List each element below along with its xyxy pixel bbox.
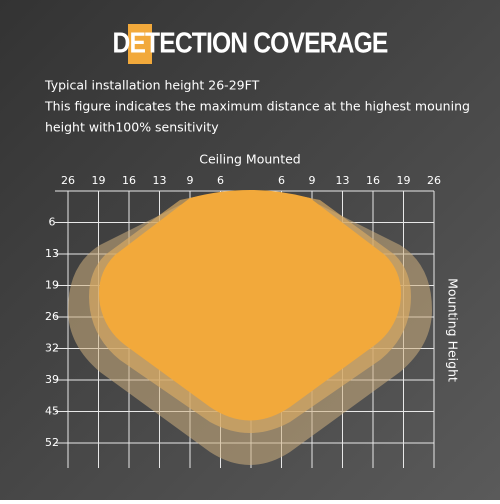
left-tick-label: 39 <box>45 373 59 386</box>
top-tick-label: 9 <box>187 174 194 187</box>
top-tick-label: 13 <box>336 174 350 187</box>
top-label: Ceiling Mounted <box>199 152 300 167</box>
left-tick-label: 19 <box>45 279 59 292</box>
title-accent <box>128 24 152 64</box>
info-line: height with100% sensitivity <box>45 120 219 135</box>
top-tick-label: 26 <box>427 174 441 187</box>
left-tick-label: 26 <box>45 310 59 323</box>
left-tick-label: 52 <box>45 436 59 449</box>
info-line: This figure indicates the maximum distan… <box>44 99 470 114</box>
side-label: Mounting Height <box>446 278 461 382</box>
top-tick-label: 26 <box>61 174 75 187</box>
left-tick-label: 13 <box>45 247 59 260</box>
inner-coverage <box>99 190 401 421</box>
top-tick-label: 6 <box>217 174 224 187</box>
left-tick-label: 32 <box>45 342 59 355</box>
top-tick-label: 13 <box>153 174 167 187</box>
top-tick-label: 9 <box>309 174 316 187</box>
top-tick-label: 16 <box>366 174 380 187</box>
top-tick-label: 19 <box>397 174 411 187</box>
info-line: Typical installation height 26-29FT <box>44 78 260 93</box>
top-tick-label: 19 <box>92 174 106 187</box>
title: DETECTION COVERAGE <box>113 27 388 59</box>
top-tick-label: 16 <box>122 174 136 187</box>
left-tick-label: 45 <box>45 405 59 418</box>
left-tick-label: 6 <box>49 216 56 229</box>
top-tick-label: 6 <box>278 174 285 187</box>
